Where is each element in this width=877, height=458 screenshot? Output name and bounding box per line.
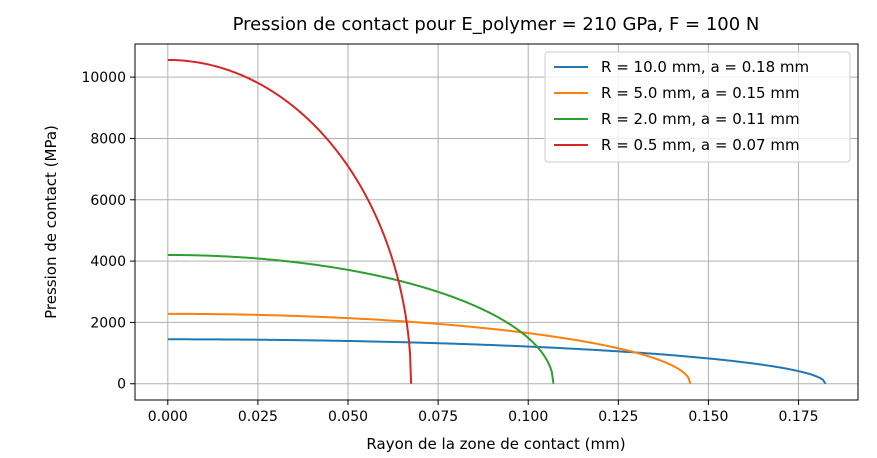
y-tick-label: 4000: [90, 254, 126, 270]
y-axis: 0 2000 4000 6000 8000 10000: [81, 70, 135, 393]
x-tick-label: 0.175: [778, 409, 818, 425]
y-tick-label: 0: [117, 377, 126, 393]
x-tick-label: 0.025: [238, 409, 278, 425]
plot-frame: [134, 43, 859, 401]
chart-title: Pression de contact pour E_polymer = 210…: [233, 14, 760, 35]
legend-label: R = 0.5 mm, a = 0.07 mm: [601, 136, 800, 154]
y-tick-label: 2000: [90, 315, 126, 331]
x-tick-label: 0.125: [598, 409, 638, 425]
x-axis-label: Rayon de la zone de contact (mm): [366, 435, 625, 453]
x-tick-label: 0.075: [418, 409, 458, 425]
x-tick-label: 0.050: [328, 409, 368, 425]
legend-label: R = 10.0 mm, a = 0.18 mm: [601, 58, 809, 76]
x-tick-label: 0.000: [148, 409, 188, 425]
legend-box: [544, 51, 851, 163]
plot-lines: [167, 58, 827, 385]
y-tick-label: 8000: [90, 131, 126, 147]
legend-label: R = 5.0 mm, a = 0.15 mm: [601, 84, 800, 102]
y-axis-label: Pression de contact (MPa): [42, 125, 60, 319]
series-line-0: [167, 338, 827, 385]
series-line-2: [167, 253, 555, 384]
x-tick-label: 0.100: [508, 409, 548, 425]
legend-label: R = 2.0 mm, a = 0.11 mm: [601, 110, 800, 128]
y-tick-label: 10000: [81, 70, 126, 86]
y-tick-label: 6000: [90, 193, 126, 209]
legend: R = 10.0 mm, a = 0.18 mm R = 5.0 mm, a = …: [544, 51, 851, 163]
x-tick-label: 0.150: [688, 409, 728, 425]
series-line-3: [167, 58, 413, 384]
x-axis: 0.000 0.025 0.050 0.075 0.100 0.125 0.150 0.175: [148, 400, 819, 425]
series-line-1: [167, 312, 692, 385]
